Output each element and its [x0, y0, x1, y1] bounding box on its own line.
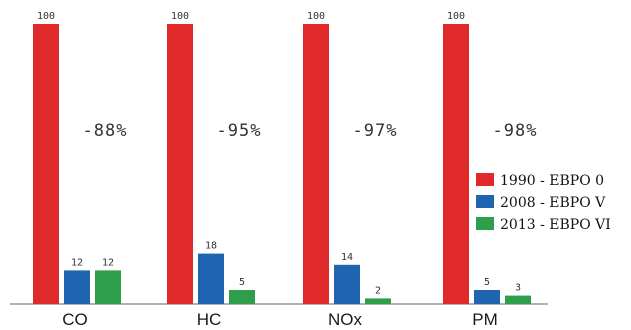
value-label-pm-series-2: 5 — [484, 277, 490, 288]
value-label-nox-series-1: 100 — [307, 11, 325, 22]
bar-nox-series-2 — [334, 264, 360, 304]
reduction-labels-group: -88% -95% -97% -98% — [83, 121, 538, 141]
value-label-pm-series-1: 100 — [447, 11, 465, 22]
category-labels-group: CO HC NOx PM — [62, 310, 498, 329]
bar-nox-series-3 — [365, 298, 391, 304]
category-label-hc: HC — [197, 310, 222, 329]
value-label-nox-series-2: 14 — [341, 252, 353, 263]
value-label-hc-series-3: 5 — [239, 277, 245, 288]
legend-swatch-series-1 — [476, 173, 494, 186]
value-label-hc-series-2: 18 — [205, 241, 217, 252]
bar-co-series-2 — [64, 270, 90, 304]
category-label-nox: NOx — [328, 310, 363, 329]
legend: 1990 - EBPO 0 2008 - EBPO V 2013 - EBPO VI — [476, 173, 611, 233]
bar-co-series-3 — [95, 270, 121, 304]
value-label-co-series-1: 100 — [37, 11, 55, 22]
legend-label-series-2: 2008 - EBPO V — [500, 195, 606, 211]
value-label-co-series-3: 12 — [102, 257, 114, 268]
value-label-pm-series-3: 3 — [515, 283, 521, 294]
bar-hc-series-1 — [167, 24, 193, 304]
value-label-nox-series-3: 2 — [375, 285, 381, 296]
value-label-hc-series-1: 100 — [171, 11, 189, 22]
category-label-pm: PM — [472, 310, 498, 329]
bar-pm-series-1 — [443, 24, 469, 304]
bar-nox-series-1 — [303, 24, 329, 304]
legend-label-series-1: 1990 - EBPO 0 — [500, 173, 604, 189]
bar-pm-series-3 — [505, 295, 531, 304]
reduction-label-hc: -95% — [217, 121, 262, 141]
reduction-label-nox: -97% — [353, 121, 398, 141]
category-label-co: CO — [62, 310, 88, 329]
bar-hc-series-3 — [229, 290, 255, 304]
legend-label-series-3: 2013 - EBPO VI — [500, 217, 611, 233]
value-label-co-series-2: 12 — [71, 257, 83, 268]
bars-group — [33, 24, 531, 304]
legend-swatch-series-3 — [476, 217, 494, 230]
reduction-label-co: -88% — [83, 121, 128, 141]
value-labels-group: 100 12 12 100 18 5 100 14 2 100 5 3 — [37, 11, 521, 296]
bar-pm-series-2 — [474, 290, 500, 304]
legend-swatch-series-2 — [476, 195, 494, 208]
reduction-label-pm: -98% — [493, 121, 538, 141]
bar-hc-series-2 — [198, 253, 224, 304]
bar-co-series-1 — [33, 24, 59, 304]
